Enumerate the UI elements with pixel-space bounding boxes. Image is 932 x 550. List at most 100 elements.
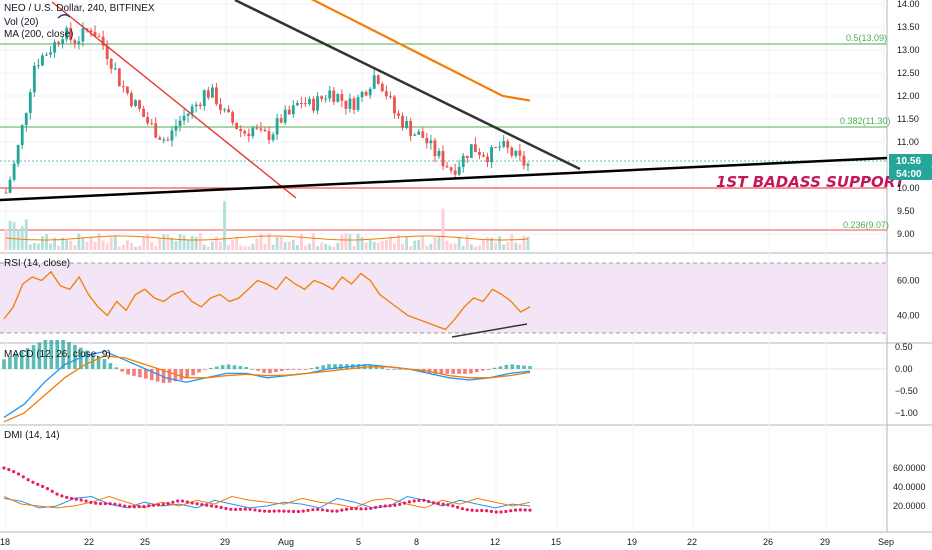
black-support-trendline[interactable] [0, 156, 888, 202]
adx-point [427, 499, 431, 504]
volume-bar [130, 242, 133, 250]
candle-body [409, 121, 413, 136]
volume-bar [502, 244, 506, 250]
candle-body [287, 109, 291, 115]
adx-point [364, 507, 368, 511]
adx-point [26, 478, 30, 482]
candle-body [134, 100, 137, 107]
candle-body [336, 93, 340, 102]
volume-bar [324, 243, 328, 250]
price-tick-label: 10.00 [897, 183, 920, 193]
candle-body [324, 98, 328, 100]
macd-hist-bar [404, 369, 408, 370]
candle-body [332, 90, 336, 102]
macd-hist-bar [510, 364, 515, 369]
candle-body [482, 155, 485, 157]
dmi-legend: DMI (14, 14) [4, 430, 60, 441]
macd-hist-bar [149, 369, 154, 381]
candle-body [498, 146, 502, 148]
macd-hist-bar [457, 369, 461, 374]
rsi-divergence-line[interactable] [451, 323, 528, 338]
candle-body [502, 141, 506, 147]
candle-body [461, 155, 465, 167]
adx-point [200, 503, 204, 507]
adx-point [84, 499, 88, 503]
volume-bar [267, 233, 271, 250]
adx-point [7, 468, 11, 472]
rsi-tick-label: 60.00 [897, 276, 920, 286]
volume-bar [429, 243, 433, 250]
volume-bar [388, 236, 392, 250]
adx-point [494, 510, 498, 514]
adx-point [407, 500, 411, 504]
ma200-line[interactable] [285, 0, 531, 102]
adx-point [205, 503, 209, 507]
time-tick-label: 5 [356, 537, 361, 547]
volume-bar [506, 242, 510, 250]
volume-bar [101, 240, 105, 250]
candle-body [433, 140, 437, 157]
price-tick-label: 9.50 [897, 206, 915, 216]
macd-hist-bar [43, 339, 48, 369]
candle-body [158, 137, 162, 140]
candle-body [364, 91, 368, 96]
volume-bar [518, 244, 522, 250]
price-tick-label: 11.50 [897, 114, 919, 124]
adx-point [316, 507, 320, 511]
candle-body [45, 54, 48, 56]
adx-point [103, 502, 107, 506]
adx-point [118, 503, 122, 507]
volume-bar [397, 234, 400, 250]
volume-bar [384, 239, 388, 250]
volume-bar [4, 229, 8, 250]
candle-body [24, 112, 28, 126]
volume-bar [255, 238, 259, 250]
macd-hist-bar [386, 368, 390, 370]
adx-point [108, 502, 112, 506]
candle-body [352, 98, 356, 110]
volume-bar [478, 245, 481, 250]
macd-hist-bar [155, 369, 160, 382]
volume-bar [510, 234, 514, 250]
macd-hist-bar [392, 369, 396, 370]
adx-point [422, 498, 426, 502]
macd-hist-bar [132, 369, 136, 376]
adx-point [238, 507, 243, 511]
adx-point [45, 487, 50, 491]
candle-body [340, 93, 344, 101]
volume-bar [457, 236, 461, 250]
candle-body [421, 131, 425, 138]
volume-bar [449, 243, 453, 250]
candle-body [255, 127, 259, 129]
macd-hist-bar [167, 369, 172, 383]
volume-bar [210, 241, 214, 250]
adx-point [262, 509, 267, 513]
volume-bar [308, 243, 311, 250]
adx-point [456, 505, 460, 509]
price-axis-background [887, 0, 932, 550]
adx-point [388, 504, 392, 508]
price-tick-label: 12.00 [897, 91, 920, 101]
volume-bar [227, 244, 230, 250]
volume-bar [461, 245, 465, 250]
volume-bar [380, 241, 384, 250]
adx-point [509, 509, 513, 513]
adx-point [465, 508, 469, 512]
volume-bar [158, 238, 162, 250]
volume-bar [170, 237, 174, 250]
top-arc-drawing[interactable] [57, 14, 71, 19]
macd-hist-bar [232, 365, 237, 369]
candle-body [283, 109, 287, 123]
candle-body [206, 90, 210, 98]
macd-hist-bar [516, 364, 520, 369]
volume-bar [275, 237, 279, 250]
adx-point [137, 505, 141, 509]
red-downtrend-line[interactable] [51, 1, 297, 199]
candle-body [425, 137, 429, 144]
candle-body [457, 166, 461, 175]
candle-body [405, 121, 409, 128]
gray-downtrend-line[interactable] [234, 0, 581, 171]
candle-body [469, 144, 473, 158]
candle-body [263, 129, 267, 132]
